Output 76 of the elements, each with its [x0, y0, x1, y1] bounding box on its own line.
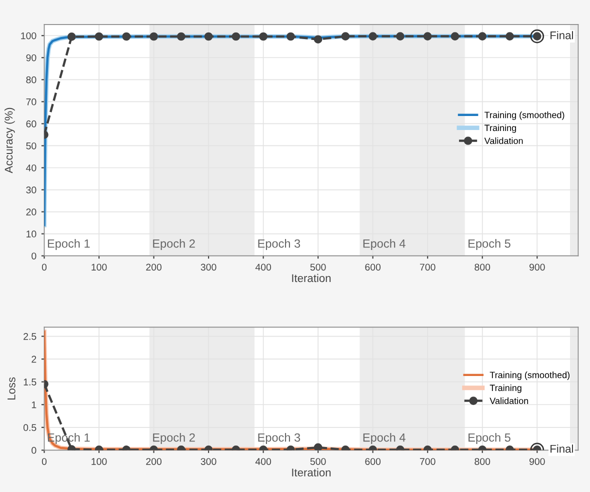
point: [176, 32, 186, 41]
x-tick-label: 400: [255, 458, 272, 465]
y-tick-label: 1.5: [24, 378, 36, 386]
point: [259, 32, 268, 41]
x-tick-label: 300: [200, 458, 216, 465]
x-tick-label: 800: [474, 458, 490, 465]
x-tick-label: 900: [529, 264, 545, 271]
legend-label: Training: [484, 124, 516, 133]
x-tick-label: 500: [310, 264, 326, 271]
band-label: Epoch 4: [363, 433, 406, 444]
y-tick-label: 10: [26, 230, 36, 238]
x-axis-title: Iteration: [292, 274, 331, 282]
x-tick-label: 200: [146, 458, 162, 465]
point: [506, 32, 514, 40]
annotation: Final: [550, 31, 573, 40]
band-label: Epoch 4: [363, 239, 406, 250]
y-tick-label: 80: [26, 76, 36, 84]
y-tick-label: 0: [32, 252, 36, 260]
point: [232, 32, 240, 41]
x-axis-title: Iteration: [292, 468, 331, 476]
x-tick-label: 100: [92, 458, 107, 465]
annotation: Epoch 5: [468, 239, 510, 250]
x-tick-label: 600: [365, 458, 381, 465]
y-tick-label: 50: [26, 142, 36, 150]
y-tick-label: 70: [26, 98, 36, 106]
x-tick-label: 600: [365, 264, 381, 271]
point: [450, 32, 460, 40]
legend-label: Validation: [490, 397, 528, 404]
x-tick-label: 900: [529, 458, 545, 465]
x-tick-label: 700: [420, 458, 436, 465]
point: [396, 32, 404, 40]
y-tick-label: 2: [32, 356, 36, 363]
point: [423, 32, 432, 40]
x-tick-label: 200: [146, 264, 162, 271]
y-tick-label: 0: [32, 446, 36, 454]
x-tick-label: 0: [42, 458, 47, 465]
annotation: Epoch 3: [258, 433, 300, 444]
legend-label: Training (smoothed): [484, 112, 564, 120]
annotation: Epoch 1: [48, 239, 90, 250]
annotation: Final: [550, 444, 573, 453]
x-tick-label: 300: [200, 264, 216, 271]
x-tick-label: 0: [42, 264, 47, 271]
legend-label: Training: [490, 384, 522, 393]
point: [478, 32, 487, 40]
point: [314, 443, 322, 450]
point: [122, 32, 131, 41]
legend-label: Training (smoothed): [490, 372, 570, 380]
x-tick-label: 400: [255, 264, 272, 271]
y-axis-title: Loss: [8, 377, 16, 400]
point: [204, 32, 213, 41]
y-tick-label: 20: [26, 208, 36, 216]
y-tick-label: 60: [26, 120, 36, 128]
point: [368, 32, 377, 40]
y-tick-label: 0.5: [23, 424, 36, 432]
annotation: Epoch 3: [258, 239, 300, 250]
point: [94, 32, 104, 41]
point: [314, 35, 322, 44]
y-tick-label: 90: [26, 54, 36, 62]
x-tick-label: 100: [92, 264, 107, 271]
band-label: Epoch 2: [153, 433, 195, 444]
y-tick-label: 30: [26, 186, 36, 194]
point: [67, 32, 76, 41]
x-tick-label: 500: [310, 458, 326, 465]
y-tick-label: 40: [26, 164, 36, 172]
x-tick-label: 700: [420, 264, 436, 271]
y-axis-title: Accuracy (%): [4, 108, 15, 174]
y-tick-label: 100: [21, 32, 36, 40]
band-label: Epoch 2: [153, 239, 195, 250]
legend-label: Validation: [484, 137, 523, 144]
point: [150, 32, 158, 41]
y-tick-label: 2.5: [24, 333, 36, 340]
point: [341, 32, 350, 40]
x-tick-label: 800: [474, 264, 490, 271]
y-tick-label: 1: [32, 401, 36, 408]
annotation: Epoch 5: [468, 433, 510, 444]
point: [286, 32, 295, 41]
